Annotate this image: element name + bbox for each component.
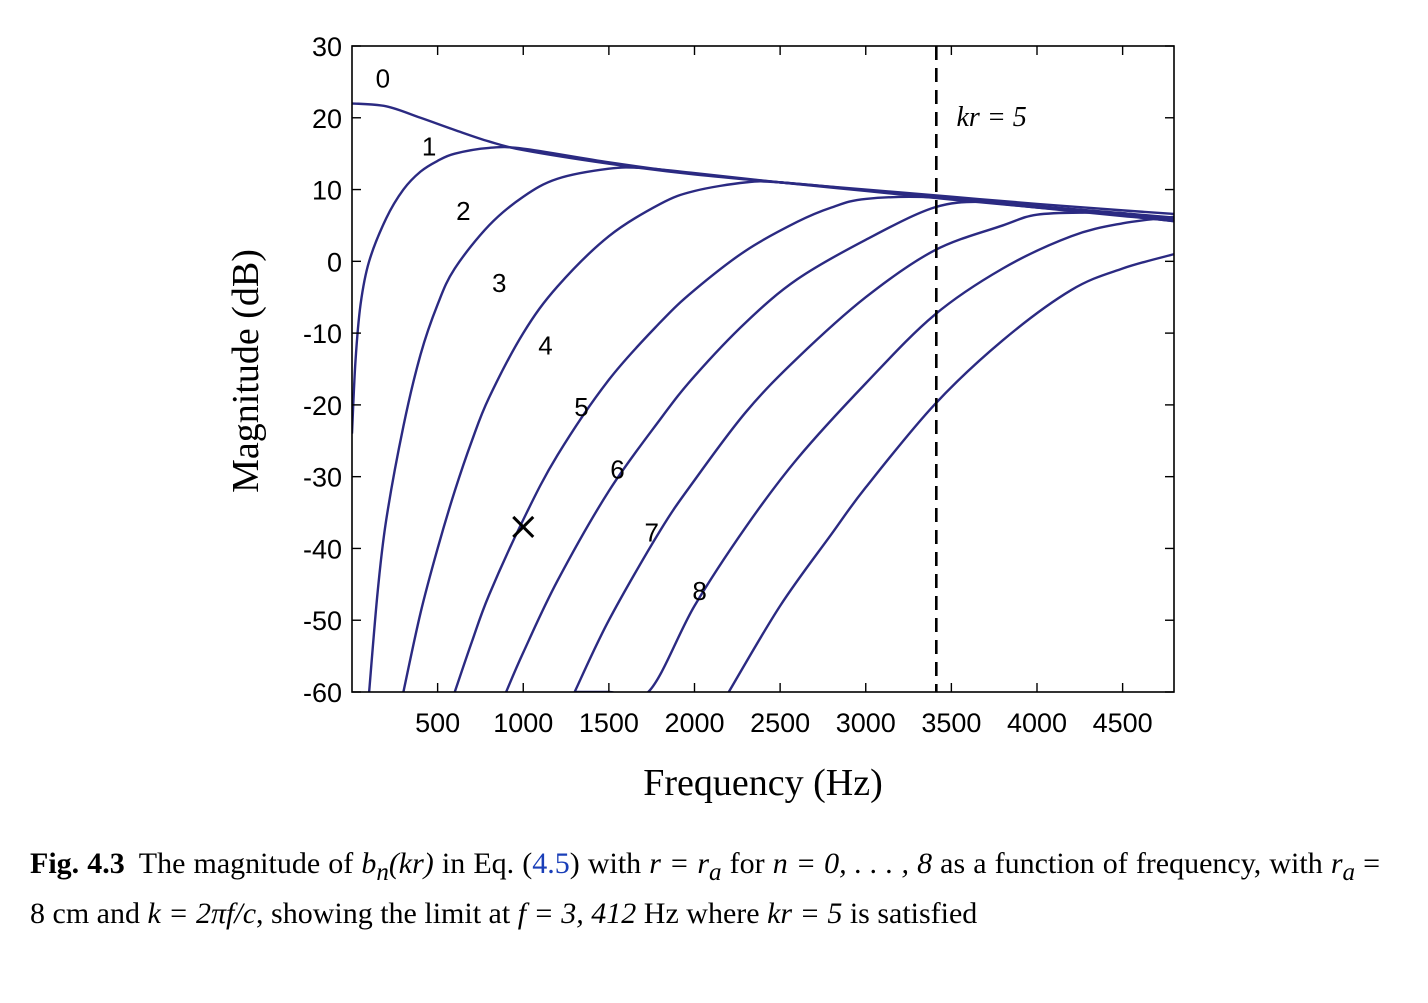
caption-text: for [721,847,773,880]
curve-label-7: 7 [644,518,658,548]
caption-math: a [709,859,722,886]
series-line-n6 [573,211,1174,692]
x-tick-label: 2000 [664,708,724,738]
series-line-n4 [453,195,1174,692]
curve-label-3: 3 [492,268,506,298]
y-tick-label: -50 [303,606,342,636]
figure-label: Fig. 4.3 [30,847,125,880]
caption-math: a [1342,859,1356,886]
caption-math: r = r [649,847,710,880]
caption-text: The magnitude of [138,847,362,880]
x-axis-title: Frequency (Hz) [643,762,883,804]
series-curves [352,102,1174,692]
x-tick-label: 500 [415,708,460,738]
caption-text: , showing the limit at [256,897,518,930]
caption-math: k = 2πf/c [147,897,257,930]
caption-text: ) with [569,847,650,880]
y-tick-label: -60 [303,678,342,708]
x-tick-label: 1500 [579,708,639,738]
y-tick-label: -10 [303,319,342,349]
caption-math: (kr) [388,847,434,880]
figure-caption: Fig. 4.3 The magnitude of bn(kr) in Eq. (… [30,843,1380,934]
axes: 500 1000 1500 2000 2500 3000 3500 4000 450030201… [303,32,1175,738]
y-tick-label: 0 [327,247,342,277]
x-tick-label: 4000 [1007,708,1067,738]
caption-text: as a function of frequency, with [932,847,1331,880]
series-line-n5 [505,200,1174,692]
curve-label-6: 6 [610,454,624,484]
series-line-n1 [352,145,1174,434]
series-line-n0 [352,102,1174,216]
caption-text: Hz where [636,897,768,930]
y-tick-label: 20 [312,104,342,134]
caption-math: n [376,859,389,886]
y-tick-label: -40 [303,534,342,564]
curve-label-4: 4 [538,330,552,360]
marker-stroke [512,515,535,538]
caption-math: f = 3, 412 [517,897,637,930]
curve-label-1: 1 [422,131,436,161]
y-axis-title: Magnitude (dB) [225,249,267,493]
series-line-n8 [727,253,1174,692]
y-tick-label: -30 [303,463,342,493]
caption-math: n = 0, . . . , 8 [772,847,933,880]
caption-math: r [1330,847,1343,880]
plot-frame [351,45,1175,693]
limit-line-layer: kr = 5 [935,46,1027,692]
y-tick-label: 30 [312,32,342,62]
y-tick-label: -20 [303,391,342,421]
curve-labels: 0 1 2 3 4 5 6 7 8 [376,63,707,605]
curve-label-5: 5 [574,392,588,422]
curve-label-8: 8 [692,576,706,606]
x-tick-label: 1000 [493,708,553,738]
x-tick-label: 4500 [1093,708,1153,738]
series-line-n3 [402,180,1174,692]
series-line-n2 [367,166,1174,692]
caption-math: b [361,847,377,880]
x-tick-label: 3000 [836,708,896,738]
caption-text: in Eq. ( [433,847,533,880]
caption-text: = 8 cm and [30,847,1381,930]
limit-label: kr = 5 [957,102,1027,133]
marker-x [512,515,535,538]
caption-math: kr = 5 [767,897,843,930]
y-tick-label: 10 [312,176,342,206]
curve-label-2: 2 [456,196,470,226]
caption-text: is satisfied [842,897,978,930]
curve-label-0: 0 [376,63,390,93]
x-tick-label: 2500 [750,708,810,738]
x-tick-label: 3500 [921,708,981,738]
equation-link[interactable]: 4.5 [532,847,570,880]
